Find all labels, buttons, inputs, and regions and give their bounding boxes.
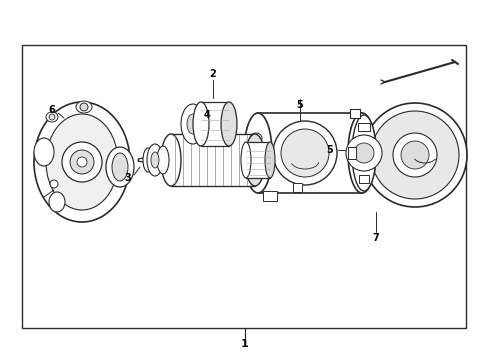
Ellipse shape — [265, 142, 275, 178]
Circle shape — [393, 133, 437, 177]
Bar — [258, 113, 362, 193]
Ellipse shape — [187, 114, 199, 134]
Ellipse shape — [348, 113, 376, 193]
Ellipse shape — [245, 134, 265, 186]
Circle shape — [77, 157, 87, 167]
Text: 4: 4 — [204, 110, 210, 120]
Bar — [350, 109, 360, 118]
Bar — [22, 45, 466, 328]
Ellipse shape — [161, 134, 181, 186]
Ellipse shape — [352, 115, 376, 191]
Circle shape — [363, 103, 467, 207]
Text: 3: 3 — [124, 173, 131, 183]
Ellipse shape — [34, 138, 54, 166]
Ellipse shape — [106, 147, 134, 187]
Ellipse shape — [112, 153, 128, 181]
Ellipse shape — [221, 102, 237, 146]
Ellipse shape — [151, 152, 159, 168]
Circle shape — [62, 142, 102, 182]
Ellipse shape — [76, 101, 92, 113]
Circle shape — [401, 141, 429, 169]
Circle shape — [354, 143, 374, 163]
Ellipse shape — [181, 104, 205, 144]
Circle shape — [273, 121, 337, 185]
Text: 5: 5 — [296, 100, 303, 110]
Text: 6: 6 — [49, 105, 55, 115]
Ellipse shape — [147, 144, 163, 176]
Circle shape — [80, 103, 88, 111]
Text: 5: 5 — [327, 145, 333, 155]
Ellipse shape — [157, 146, 169, 174]
Circle shape — [49, 114, 55, 120]
Bar — [263, 191, 277, 201]
Text: 2: 2 — [210, 69, 217, 79]
Text: 7: 7 — [372, 233, 379, 243]
Ellipse shape — [46, 112, 58, 122]
Circle shape — [50, 180, 58, 188]
Bar — [358, 123, 370, 131]
Bar — [293, 183, 302, 192]
Ellipse shape — [193, 102, 209, 146]
Bar — [171, 134, 255, 186]
Bar — [359, 175, 369, 183]
Ellipse shape — [241, 142, 251, 178]
Bar — [201, 102, 229, 146]
Ellipse shape — [143, 148, 153, 172]
Circle shape — [70, 150, 94, 174]
Ellipse shape — [34, 102, 130, 222]
Ellipse shape — [250, 133, 262, 143]
Circle shape — [346, 135, 382, 171]
Ellipse shape — [46, 114, 118, 210]
Ellipse shape — [49, 192, 65, 212]
Circle shape — [281, 129, 329, 177]
Ellipse shape — [244, 113, 272, 193]
Bar — [348, 147, 356, 159]
Text: 1: 1 — [241, 339, 249, 349]
Bar — [246, 142, 270, 178]
Circle shape — [371, 111, 459, 199]
